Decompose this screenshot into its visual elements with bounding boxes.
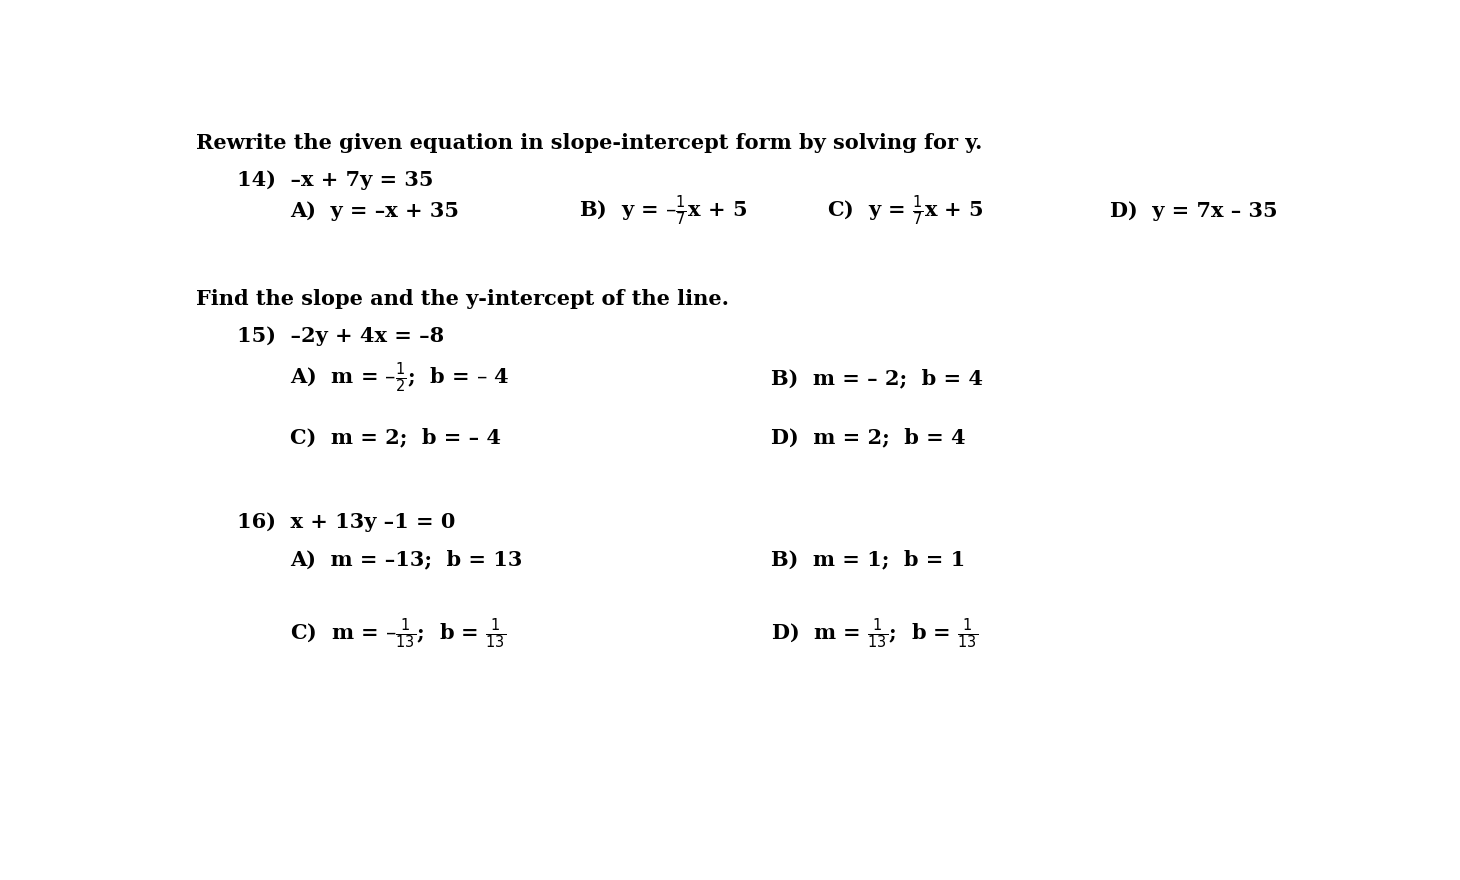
Text: A)  m = –$\frac{1}{2}$;  b = – 4: A) m = –$\frac{1}{2}$; b = – 4 (291, 361, 510, 395)
Text: D)  m = 2;  b = 4: D) m = 2; b = 4 (771, 428, 965, 448)
Text: D)  y = 7x – 35: D) y = 7x – 35 (1110, 201, 1278, 221)
Text: A)  y = –x + 35: A) y = –x + 35 (291, 201, 458, 221)
Text: B)  m = – 2;  b = 4: B) m = – 2; b = 4 (771, 368, 983, 388)
Text: 16)  x + 13y –1 = 0: 16) x + 13y –1 = 0 (237, 512, 456, 532)
Text: A)  m = –13;  b = 13: A) m = –13; b = 13 (291, 550, 523, 569)
Text: B)  m = 1;  b = 1: B) m = 1; b = 1 (771, 550, 965, 569)
Text: Rewrite the given equation in slope-intercept form by solving for y.: Rewrite the given equation in slope-inte… (196, 133, 983, 153)
Text: C)  m = –$\frac{1}{13}$;  b = $\frac{1}{13}$: C) m = –$\frac{1}{13}$; b = $\frac{1}{13… (291, 617, 507, 651)
Text: 14)  –x + 7y = 35: 14) –x + 7y = 35 (237, 170, 434, 190)
Text: B)  y = –$\frac{1}{7}$x + 5: B) y = –$\frac{1}{7}$x + 5 (578, 194, 746, 228)
Text: 15)  –2y + 4x = –8: 15) –2y + 4x = –8 (237, 326, 444, 346)
Text: C)  m = 2;  b = – 4: C) m = 2; b = – 4 (291, 428, 501, 448)
Text: C)  y = $\frac{1}{7}$x + 5: C) y = $\frac{1}{7}$x + 5 (828, 194, 984, 228)
Text: D)  m = $\frac{1}{13}$;  b = $\frac{1}{13}$: D) m = $\frac{1}{13}$; b = $\frac{1}{13}… (771, 617, 978, 651)
Text: Find the slope and the y-intercept of the line.: Find the slope and the y-intercept of th… (196, 289, 729, 309)
